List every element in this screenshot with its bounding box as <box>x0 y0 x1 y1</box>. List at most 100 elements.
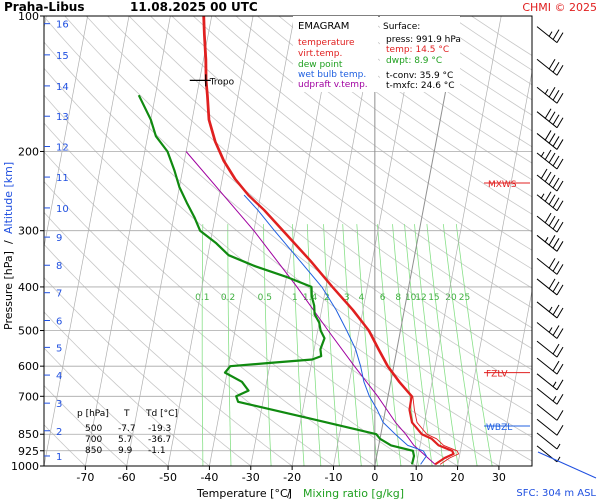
wind-barb-staff <box>536 86 558 104</box>
legend-item-virt-temp: virt.temp. <box>298 49 342 59</box>
x-tick-label: -20 <box>283 471 301 484</box>
mixing-ratio-label: 20 <box>445 293 457 303</box>
wind-barb-staff <box>536 418 558 436</box>
mixing-ratio-label: 6 <box>380 293 386 303</box>
mixing-ratio-label: 4 <box>358 293 364 303</box>
wind-barb <box>536 234 564 252</box>
wind-barb-feather <box>544 212 552 224</box>
dry-adiabat <box>107 16 532 350</box>
dry-adiabat <box>64 16 532 393</box>
legend-item-wet-bulb: wet bulb temp. <box>298 70 366 80</box>
wind-barb-half-feather <box>556 443 561 450</box>
wind-barb <box>536 278 564 296</box>
wind-barb-feather <box>556 346 564 358</box>
isotherm-line <box>44 16 88 249</box>
wind-barb-feather <box>556 200 564 211</box>
wind-barb-feather <box>548 59 556 70</box>
mixing-ratio-label: 0.1 <box>195 293 209 303</box>
mixing-ratio-line <box>201 224 204 466</box>
x-tick-label: -70 <box>76 471 94 484</box>
surface-pressure: press: 991.9 hPa <box>386 35 461 45</box>
y-axis-title-pressure: Pressure [hPa] <box>2 251 15 330</box>
wind-barb-feather <box>556 394 564 405</box>
wind-barb-feather <box>548 111 556 122</box>
mixing-ratio-label: 2 <box>324 293 330 303</box>
temperature-curve <box>202 16 455 466</box>
isotherm-line <box>457 70 532 466</box>
wind-barb-feather <box>552 29 560 40</box>
wind-barb-staff <box>536 257 558 275</box>
surface-wind-marker <box>537 451 597 479</box>
wind-barb-staff <box>536 174 558 192</box>
wind-barb-feather <box>552 304 560 316</box>
wind-barb-staff <box>536 26 558 44</box>
wind-barb-feather <box>556 241 564 252</box>
wind-barb-staff <box>536 133 558 150</box>
wind-barb-staff <box>536 373 558 391</box>
wind-barb-feather <box>556 180 564 192</box>
y-axis-title: Pressure [hPa] / Altitude [km] <box>2 162 15 330</box>
wind-barb-feather <box>556 363 564 375</box>
wind-barb-half-feather <box>548 327 553 333</box>
wind-barb <box>536 340 564 358</box>
dewpoint-curve <box>137 94 416 465</box>
y-tick-label: 300 <box>18 225 39 238</box>
wind-barb-feather <box>544 108 552 119</box>
wind-barb-feather <box>552 218 560 230</box>
altitude-tick-label: 9 <box>56 233 62 244</box>
wind-barb-feather <box>556 221 564 233</box>
mixing-ratio-label: 1.4 <box>303 293 318 303</box>
y-axis-title-separator: / <box>2 240 15 244</box>
mixing-ratio-line <box>455 224 493 466</box>
table-cell: 850 <box>85 446 102 456</box>
table-header-p: p [hPa] <box>77 409 109 419</box>
wind-barb-feather <box>556 158 564 170</box>
legend-item-temperature: temperature <box>298 38 355 48</box>
dry-adiabat <box>192 16 532 270</box>
wind-barb-feather <box>556 92 564 104</box>
station-name: Praha-Libus <box>4 0 84 14</box>
wind-barb-staff <box>536 357 558 375</box>
level-label-fzlv: FZLV <box>486 370 508 380</box>
isotherm-line <box>415 16 502 466</box>
wind-barb-half-feather <box>552 381 557 388</box>
wind-barb-staff <box>536 194 558 212</box>
y-tick-label: 200 <box>18 145 39 158</box>
wind-barb-feather <box>552 360 560 372</box>
wind-barb-feather <box>556 32 564 43</box>
wind-barb-half-feather <box>548 31 553 37</box>
wind-barb <box>536 301 564 319</box>
mixing-ratio-label: 0.5 <box>258 293 272 303</box>
x-axis-title-mixing-ratio: Mixing ratio [g/kg] <box>303 487 404 500</box>
altitude-tick-label: 4 <box>56 371 62 382</box>
sounding-datetime: 11.08.2025 00 UTC <box>130 0 258 14</box>
wind-barb <box>536 322 564 339</box>
wind-barb-feather <box>556 379 564 391</box>
y-axis-title-altitude: Altitude [km] <box>2 162 15 234</box>
legend-title: EMAGRAM <box>298 21 349 32</box>
wind-barb-feather <box>552 343 560 355</box>
mixing-ratio-line <box>442 224 478 466</box>
wind-barb-staff <box>536 432 558 450</box>
wind-barb <box>536 418 564 436</box>
wind-barb <box>536 373 564 391</box>
y-tick-label: 700 <box>18 390 39 403</box>
wind-barb <box>536 26 564 44</box>
surface-title: Surface: <box>383 22 420 32</box>
altitude-tick-label: 13 <box>56 112 69 123</box>
dry-adiabat <box>150 16 532 309</box>
mixing-ratio-line <box>227 224 232 466</box>
table-cell: -1.1 <box>148 446 166 456</box>
wind-barb-feather <box>540 168 548 180</box>
wind-barb-staff <box>536 301 558 319</box>
table-cell: 5.7 <box>118 435 132 445</box>
wind-barb-feather <box>552 197 560 208</box>
table-cell: 500 <box>85 424 102 434</box>
level-table: p [hPa] T Td [°C] 500 -7.7 -19.3 700 5.7… <box>77 409 178 456</box>
wind-barb-feather <box>552 89 560 101</box>
y-tick-label: 100 <box>18 10 39 23</box>
altitude-tick-label: 3 <box>56 399 62 410</box>
surface-t-mxfc: t-mxfc: 24.6 °C <box>386 81 455 91</box>
mixing-ratio-line <box>342 224 362 466</box>
